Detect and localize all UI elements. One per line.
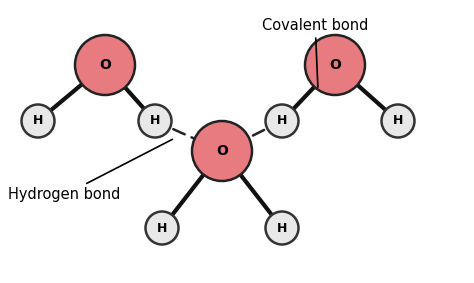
Circle shape [138, 104, 172, 138]
Text: O: O [329, 58, 341, 72]
Circle shape [265, 211, 299, 245]
Text: Hydrogen bond: Hydrogen bond [8, 139, 173, 203]
Text: H: H [277, 115, 287, 128]
Circle shape [192, 121, 252, 181]
Text: H: H [157, 222, 167, 235]
Text: H: H [393, 115, 403, 128]
Circle shape [75, 35, 135, 95]
Text: H: H [277, 222, 287, 235]
Text: Covalent bond: Covalent bond [262, 18, 368, 87]
Text: H: H [33, 115, 43, 128]
Circle shape [265, 104, 299, 138]
Circle shape [146, 211, 179, 245]
Text: O: O [99, 58, 111, 72]
Circle shape [305, 35, 365, 95]
Text: O: O [216, 144, 228, 158]
Circle shape [382, 104, 414, 138]
Text: H: H [150, 115, 160, 128]
Circle shape [21, 104, 55, 138]
